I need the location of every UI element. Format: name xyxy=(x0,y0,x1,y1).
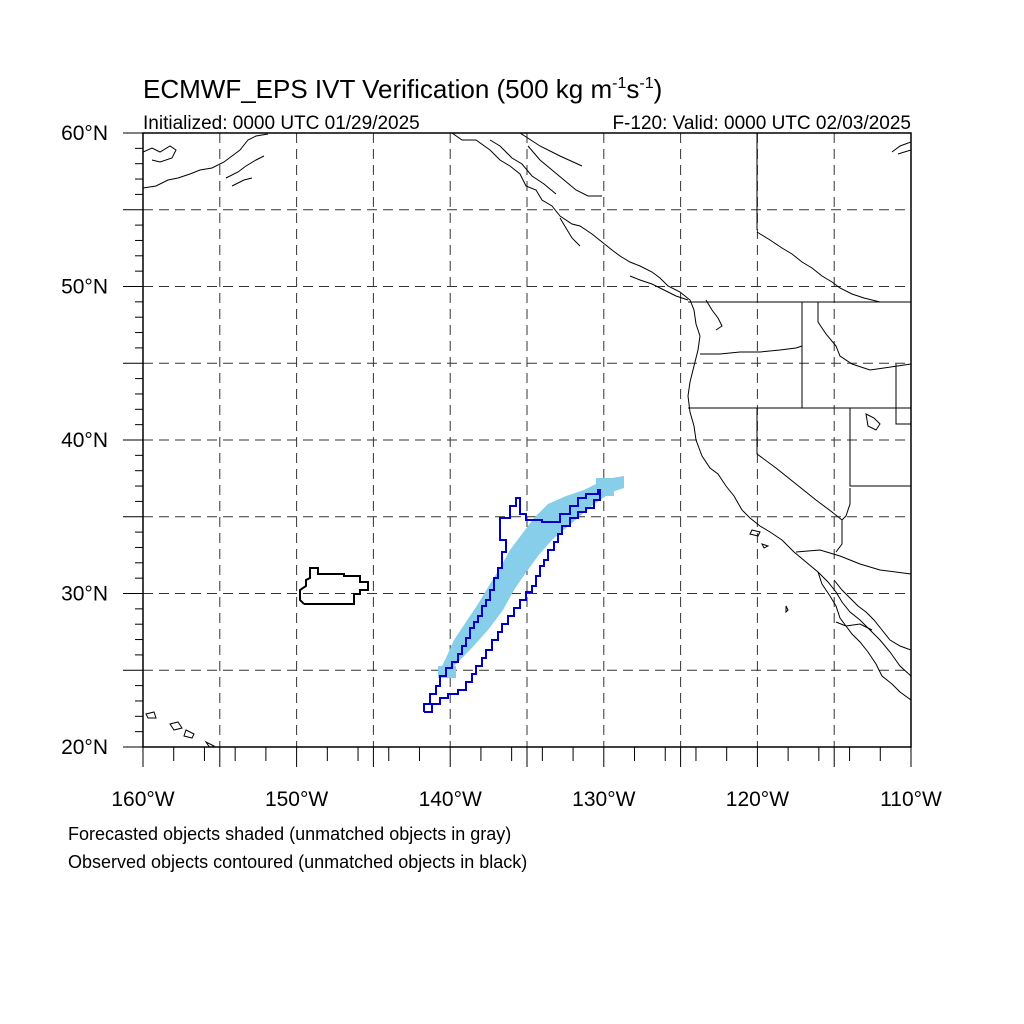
longitude-tick-label: 160°W xyxy=(111,788,174,811)
latitude-tick-label: 60°N xyxy=(61,122,108,145)
longitude-tick-label: 130°W xyxy=(572,788,635,811)
observed-object-contour xyxy=(423,489,601,713)
observed-unmatched-contour xyxy=(299,567,369,605)
latitude-tick-label: 40°N xyxy=(61,429,108,452)
longitude-tick-label: 150°W xyxy=(265,788,328,811)
latitude-labels: 20°N 30°N 40°N 50°N 60°N xyxy=(61,122,108,759)
latitude-tick-label: 50°N xyxy=(61,276,108,299)
map-title: ECMWF_EPS IVT Verification (500 kg m-1s-… xyxy=(143,74,662,104)
longitude-tick-label: 120°W xyxy=(726,788,789,811)
latitude-tick-label: 30°N xyxy=(61,583,108,606)
forecast-object-shading xyxy=(438,476,624,678)
longitude-tick-label: 110°W xyxy=(880,788,942,811)
initialized-label: Initialized: 0000 UTC 01/29/2025 xyxy=(143,113,420,134)
footer-note-observed: Observed objects contoured (unmatched ob… xyxy=(68,852,528,872)
map-gridlines xyxy=(143,133,911,747)
longitude-labels: 160°W 150°W 140°W 130°W 120°W 110°W xyxy=(111,788,942,811)
latitude-tick-label: 20°N xyxy=(61,736,108,759)
footer-note-forecast: Forecasted objects shaded (unmatched obj… xyxy=(68,824,512,844)
axis-ticks xyxy=(123,132,912,767)
coastlines xyxy=(143,133,911,747)
valid-label: F-120: Valid: 0000 UTC 02/03/2025 xyxy=(612,113,911,134)
longitude-tick-label: 140°W xyxy=(419,788,482,811)
